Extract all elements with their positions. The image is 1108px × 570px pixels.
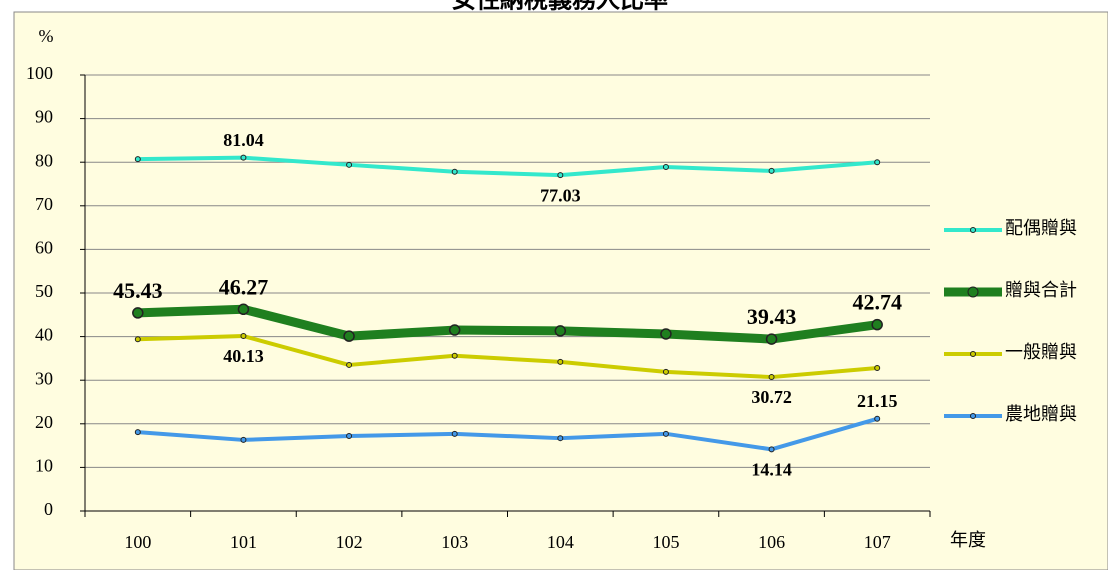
point-marker	[874, 415, 881, 422]
point-marker	[662, 368, 669, 375]
point-marker	[134, 156, 141, 163]
point-marker	[768, 446, 775, 453]
data-label: 42.74	[852, 290, 902, 315]
data-label: 45.43	[113, 278, 163, 303]
point-marker	[240, 333, 247, 340]
y-axis-label: %	[39, 26, 54, 46]
point-marker	[346, 161, 353, 168]
x-axis-label: 年度	[950, 530, 986, 550]
chart-title: 女性納稅義務人比率	[452, 0, 668, 14]
legend-label: 農地贈與	[1005, 404, 1077, 424]
point-marker	[765, 333, 778, 345]
point-marker	[451, 168, 458, 175]
data-label: 40.13	[223, 346, 264, 366]
point-marker	[557, 172, 564, 179]
x-tick-label: 104	[547, 532, 574, 552]
y-tick-label: 50	[35, 281, 53, 301]
series-line	[137, 334, 878, 380]
x-tick-label: 102	[336, 532, 363, 552]
legend-marker	[970, 413, 976, 419]
legend-marker	[970, 351, 976, 357]
point-marker	[343, 330, 355, 342]
point-marker	[662, 430, 669, 437]
data-label: 14.14	[751, 459, 792, 479]
point-marker	[346, 361, 353, 368]
legend-label: 贈與合計	[1005, 280, 1077, 300]
legend-label: 配偶贈與	[1005, 218, 1077, 238]
point-marker	[346, 433, 353, 440]
data-label: 30.72	[751, 387, 792, 407]
y-tick-label: 100	[26, 63, 53, 83]
y-tick-label: 20	[35, 412, 53, 432]
point-marker	[554, 325, 567, 337]
series-line	[137, 304, 878, 344]
point-marker	[871, 318, 883, 331]
point-marker	[451, 430, 458, 437]
y-tick-label: 60	[35, 238, 53, 258]
point-marker	[240, 154, 247, 161]
point-marker	[768, 374, 775, 381]
point-marker	[557, 435, 564, 442]
point-marker	[132, 307, 144, 319]
y-tick-label: 90	[35, 107, 53, 127]
point-marker	[134, 336, 141, 343]
point-marker	[768, 167, 775, 174]
legend-label: 一般贈與	[1005, 342, 1077, 362]
point-marker	[874, 159, 881, 166]
x-tick-label: 107	[864, 532, 891, 552]
point-marker	[874, 364, 881, 371]
y-tick-label: 0	[44, 499, 53, 519]
x-tick-label: 105	[652, 532, 679, 552]
data-label: 39.43	[747, 304, 797, 329]
series-line	[137, 416, 878, 452]
point-marker	[237, 303, 250, 316]
data-label: 77.03	[540, 185, 581, 205]
point-marker	[448, 324, 461, 336]
x-tick-label: 100	[124, 532, 151, 552]
legend-marker	[970, 227, 976, 233]
series-line	[137, 155, 878, 178]
point-marker	[557, 358, 564, 365]
x-tick-label: 106	[758, 532, 785, 552]
data-label: 46.27	[219, 274, 269, 299]
point-marker	[451, 352, 458, 359]
y-tick-label: 10	[35, 456, 53, 476]
point-marker	[134, 429, 141, 436]
legend-marker	[967, 286, 979, 298]
y-tick-label: 30	[35, 368, 53, 388]
x-tick-label: 101	[230, 532, 257, 552]
y-tick-label: 40	[35, 325, 53, 345]
y-tick-label: 80	[35, 150, 53, 170]
data-label: 81.04	[223, 130, 264, 150]
data-label: 21.15	[857, 391, 898, 411]
x-tick-label: 103	[441, 532, 468, 552]
point-marker	[660, 328, 672, 340]
chart-background	[13, 11, 1108, 570]
point-marker	[662, 163, 669, 170]
point-marker	[240, 436, 247, 443]
y-tick-label: 70	[35, 194, 53, 214]
